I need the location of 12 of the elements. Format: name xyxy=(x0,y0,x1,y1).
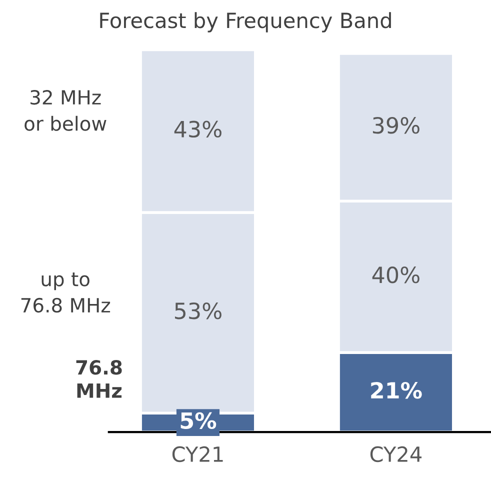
data-label: 40% xyxy=(372,266,420,284)
data-label: 21% xyxy=(371,382,422,399)
data-label: 39% xyxy=(372,116,420,134)
data-label: 43% xyxy=(174,120,222,138)
series-label: up to 76.8 MHz xyxy=(21,272,110,313)
series-label: 76.8 MHz xyxy=(76,360,122,398)
x-tick-label: CY24 xyxy=(370,446,422,462)
chart-title: Forecast by Frequency Band xyxy=(100,12,391,32)
x-tick-label: CY21 xyxy=(172,446,223,462)
data-label: 53% xyxy=(175,302,222,320)
data-label: 5% xyxy=(180,412,216,430)
series-label: 32 MHz or below xyxy=(24,90,106,131)
